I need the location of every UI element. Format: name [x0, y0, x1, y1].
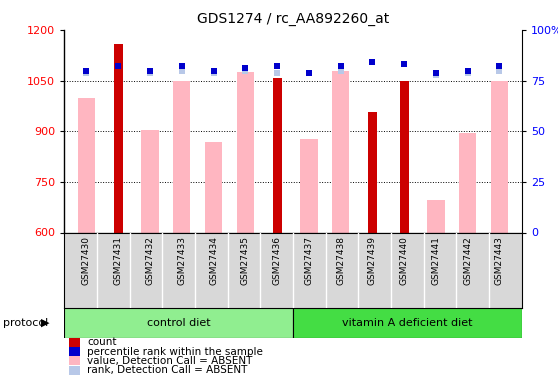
- Text: GSM27443: GSM27443: [495, 236, 504, 285]
- Bar: [141, 130, 158, 232]
- Text: GSM27435: GSM27435: [241, 236, 250, 285]
- Bar: [400, 81, 408, 232]
- Text: GSM27430: GSM27430: [82, 236, 91, 285]
- Bar: [332, 70, 349, 232]
- Title: GDS1274 / rc_AA892260_at: GDS1274 / rc_AA892260_at: [197, 12, 389, 26]
- Text: GSM27434: GSM27434: [209, 236, 218, 285]
- Text: GSM27442: GSM27442: [463, 236, 472, 285]
- Bar: [459, 133, 477, 232]
- Text: ▶: ▶: [41, 318, 49, 327]
- Bar: [69, 347, 80, 356]
- Bar: [300, 139, 318, 232]
- Bar: [293, 308, 522, 338]
- Text: rank, Detection Call = ABSENT: rank, Detection Call = ABSENT: [87, 365, 247, 375]
- Bar: [237, 72, 254, 232]
- Bar: [205, 142, 222, 232]
- Text: GSM27437: GSM27437: [304, 236, 314, 285]
- Bar: [114, 44, 123, 232]
- Text: GSM27439: GSM27439: [368, 236, 377, 285]
- Text: vitamin A deficient diet: vitamin A deficient diet: [342, 318, 473, 327]
- Text: GSM27436: GSM27436: [272, 236, 282, 285]
- Bar: [69, 338, 80, 346]
- Text: control diet: control diet: [147, 318, 210, 327]
- Text: GSM27438: GSM27438: [336, 236, 345, 285]
- Text: protocol: protocol: [3, 318, 48, 327]
- Bar: [78, 98, 95, 232]
- Text: GSM27431: GSM27431: [114, 236, 123, 285]
- Bar: [69, 356, 80, 365]
- Text: GSM27440: GSM27440: [400, 236, 408, 285]
- Bar: [173, 81, 190, 232]
- Bar: [69, 366, 80, 375]
- Bar: [273, 78, 281, 232]
- Bar: [490, 81, 508, 232]
- Bar: [368, 112, 377, 232]
- Text: GSM27441: GSM27441: [431, 236, 440, 285]
- Text: GSM27433: GSM27433: [177, 236, 186, 285]
- Bar: [427, 200, 445, 232]
- Bar: [64, 308, 293, 338]
- Text: count: count: [87, 337, 117, 347]
- Text: percentile rank within the sample: percentile rank within the sample: [87, 346, 263, 357]
- Text: GSM27432: GSM27432: [146, 236, 155, 285]
- Text: value, Detection Call = ABSENT: value, Detection Call = ABSENT: [87, 356, 252, 366]
